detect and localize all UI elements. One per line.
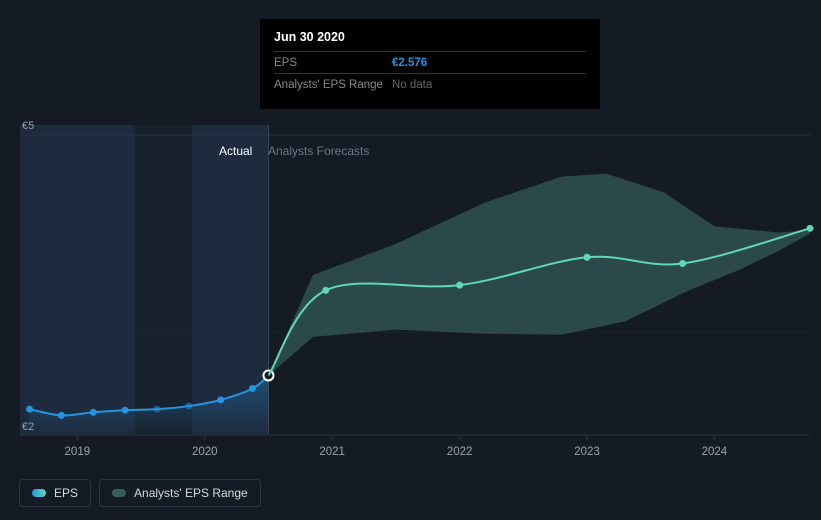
x-tick-label: 2020 <box>192 446 218 458</box>
region-label-actual: Actual <box>219 144 252 158</box>
x-tick-label: 2019 <box>65 446 91 458</box>
legend-swatch-eps <box>32 489 46 497</box>
tooltip-row-value: €2.576 <box>392 55 427 71</box>
legend-swatch-range <box>112 489 126 497</box>
eps-forecast-chart: €5 €2 Actual Analysts Forecasts 2019 2020… <box>0 0 821 520</box>
legend-item-eps[interactable]: EPS <box>19 479 91 507</box>
legend-label: EPS <box>54 486 78 500</box>
tooltip-row-value: No data <box>392 77 432 93</box>
x-tick-label: 2023 <box>574 446 600 458</box>
x-tick-label: 2022 <box>447 446 473 458</box>
region-label-forecast: Analysts Forecasts <box>268 144 369 158</box>
x-tick-label: 2021 <box>319 446 345 458</box>
legend-label: Analysts' EPS Range <box>134 486 248 500</box>
tooltip-row: EPS €2.576 <box>274 51 586 73</box>
tooltip-row-label: EPS <box>274 55 392 71</box>
tooltip-row: Analysts' EPS Range No data <box>274 73 586 95</box>
x-tick-label: 2024 <box>702 446 728 458</box>
tooltip: Jun 30 2020 EPS €2.576 Analysts' EPS Ran… <box>260 19 600 109</box>
legend-item-range[interactable]: Analysts' EPS Range <box>99 479 261 507</box>
y-tick-top: €5 <box>22 120 34 132</box>
tooltip-date: Jun 30 2020 <box>274 29 586 47</box>
y-tick-bottom: €2 <box>22 421 34 433</box>
legend: EPS Analysts' EPS Range <box>19 479 261 507</box>
tooltip-row-label: Analysts' EPS Range <box>274 77 392 93</box>
